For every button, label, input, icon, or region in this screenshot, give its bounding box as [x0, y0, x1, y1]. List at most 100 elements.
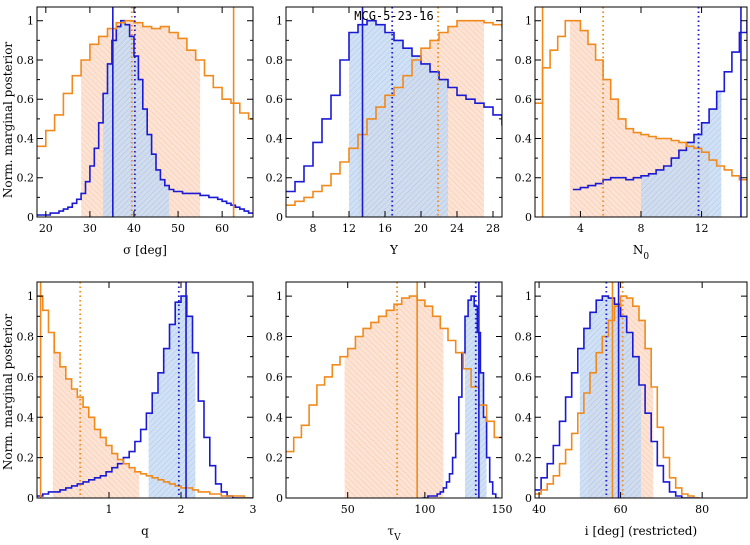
- y-tick-label: 0: [27, 492, 34, 505]
- x-axis-label: Y: [389, 243, 399, 257]
- x-tick-label: 8: [638, 222, 645, 235]
- y-tick-label: 0.6: [515, 371, 533, 384]
- panel-i: 0 0.2 0.4 0.6 0.8 1 40 60 80 i [deg] (restricted): [515, 281, 748, 538]
- x-tick-label: 60: [614, 503, 628, 516]
- plot-area: [535, 282, 701, 498]
- orange-posterior-curve: [535, 295, 701, 498]
- blue-posterior-curve: [37, 295, 253, 498]
- y-tick-label: 0.8: [515, 331, 533, 344]
- axes-frame: [36, 281, 254, 499]
- x-tick-label: 12: [342, 222, 356, 235]
- y-tick-label: 0.2: [515, 452, 533, 465]
- x-tick-label: 16: [378, 222, 392, 235]
- x-tick-label: 150: [492, 503, 513, 516]
- blue-credible-band: [103, 20, 170, 217]
- blue-posterior-curve: [572, 19, 747, 191]
- plot-area: [37, 7, 253, 217]
- x-axis-label: σ [deg]: [123, 243, 167, 257]
- axes-frame: [534, 281, 748, 499]
- y-tick-label: 0.8: [17, 54, 35, 67]
- x-axis-label: τV: [387, 524, 401, 543]
- y-tick-label: 0.2: [266, 452, 284, 465]
- axes-frame: [285, 6, 503, 218]
- x-tick-label: 50: [171, 222, 185, 235]
- x-axis-label: i [deg] (restricted): [585, 524, 697, 538]
- y-tick-label: 0.8: [266, 54, 284, 67]
- x-tick-label: 8: [310, 222, 317, 235]
- y-tick-label: 1: [525, 290, 532, 303]
- axes-frame: [36, 6, 254, 218]
- plot-area: [37, 282, 253, 498]
- panel-N0: 0 0.2 0.4 0.6 0.8 1 4 8 12 N0: [515, 6, 748, 262]
- axes-frame: [285, 281, 503, 499]
- panel-sigma: 0 0.2 0.4 0.6 0.8 1 20 30 40 50 60 σ [deg]: [17, 6, 254, 257]
- plot-area: [286, 7, 502, 217]
- y-tick-label: 0.8: [515, 54, 533, 67]
- x-tick-label: 3: [250, 503, 257, 516]
- y-tick-label: 0.4: [17, 132, 35, 145]
- blue-credible-band: [349, 20, 448, 217]
- y-tick-label: 0.4: [515, 132, 533, 145]
- y-tick-label: 0.8: [17, 331, 35, 344]
- y-tick-label: 1: [276, 290, 283, 303]
- y-tick-label: 0: [525, 211, 532, 224]
- x-axis-label: N0: [633, 243, 650, 262]
- blue-posterior-curve: [37, 19, 253, 216]
- x-axis-label: q: [141, 524, 149, 538]
- panel-q: 0 0.2 0.4 0.6 0.8 1 1 2 3 q: [17, 281, 257, 538]
- blue-posterior-curve: [535, 295, 701, 498]
- y-tick-label: 0: [276, 211, 283, 224]
- x-tick-label: 40: [127, 222, 141, 235]
- x-tick-label: 24: [450, 222, 464, 235]
- orange-posterior-curve: [286, 19, 502, 206]
- blue-posterior-curve: [286, 19, 502, 193]
- x-tick-label: 50: [341, 503, 355, 516]
- orange-posterior-curve: [37, 19, 253, 148]
- y-tick-label: 0.6: [515, 93, 533, 106]
- y-tick-label: 0.4: [17, 411, 35, 424]
- x-tick-label: 20: [414, 222, 428, 235]
- y-tick-label: 0: [276, 492, 283, 505]
- y-axis-label-bottom: Norm. marginal posterior: [1, 314, 15, 471]
- y-tick-label: 1: [276, 15, 283, 28]
- orange-posterior-curve: [535, 19, 747, 181]
- y-tick-label: 0.6: [17, 371, 35, 384]
- plot-area: [286, 282, 502, 498]
- blue-credible-band: [641, 91, 722, 217]
- y-tick-label: 0.6: [17, 93, 35, 106]
- orange-posterior-curve: [286, 295, 502, 453]
- x-tick-label: 40: [532, 503, 546, 516]
- x-tick-label: 60: [215, 222, 229, 235]
- y-tick-label: 0.4: [515, 411, 533, 424]
- y-tick-label: 0: [525, 492, 532, 505]
- panel-Y: 0 0.2 0.4 0.6 0.8 1 8 12 16 20 24 28 Y MCG-5-23-16: [266, 6, 503, 257]
- y-tick-label: 0.6: [266, 371, 284, 384]
- y-tick-label: 1: [27, 15, 34, 28]
- plot-area: [535, 7, 747, 217]
- y-tick-label: 0.2: [515, 172, 533, 185]
- x-tick-label: 100: [414, 503, 435, 516]
- y-tick-label: 0: [27, 211, 34, 224]
- y-tick-label: 0.8: [266, 331, 284, 344]
- y-tick-label: 0.2: [17, 452, 35, 465]
- object-name: MCG-5-23-16: [354, 9, 433, 23]
- y-tick-label: 0.4: [266, 411, 284, 424]
- x-tick-label: 28: [486, 222, 500, 235]
- x-tick-label: 20: [39, 222, 53, 235]
- y-tick-label: 0.6: [266, 93, 284, 106]
- x-tick-label: 1: [106, 503, 113, 516]
- orange-credible-band: [344, 296, 444, 498]
- y-tick-label: 1: [27, 290, 34, 303]
- y-tick-label: 0.2: [266, 172, 284, 185]
- x-tick-label: 4: [577, 222, 584, 235]
- orange-credible-band: [52, 332, 140, 498]
- blue-credible-band: [148, 296, 196, 498]
- x-tick-label: 2: [178, 503, 185, 516]
- y-tick-label: 1: [525, 15, 532, 28]
- y-axis-label-top: Norm. marginal posterior: [1, 42, 15, 199]
- blue-credible-band: [465, 296, 487, 498]
- x-tick-label: 80: [695, 503, 709, 516]
